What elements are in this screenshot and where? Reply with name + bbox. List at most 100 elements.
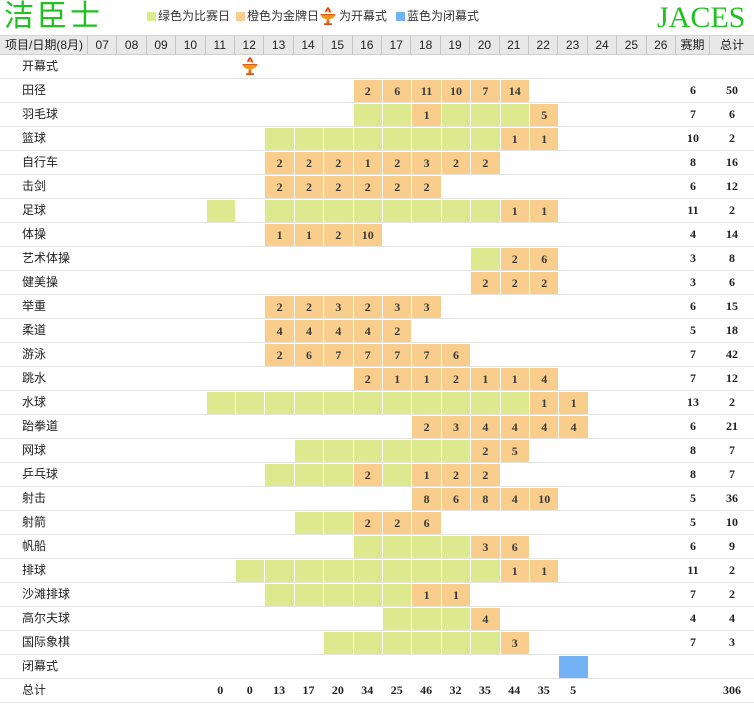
competition-day-cell <box>441 104 471 126</box>
gold-medal-day-cell: 2 <box>353 80 382 102</box>
brand-name-english: JACES <box>657 1 746 34</box>
event-label: 高尔夫球 <box>22 611 71 625</box>
competition-day-cell <box>471 128 500 150</box>
competition-day-cell <box>265 560 294 582</box>
competition-day-cell <box>353 584 382 606</box>
competition-day-cell <box>324 464 353 486</box>
header-day-24: 24 <box>588 36 618 54</box>
duration-value: 13 <box>687 395 699 409</box>
header-day-20: 20 <box>470 36 500 54</box>
competition-day-cell <box>353 560 382 582</box>
header-day-08: 08 <box>117 36 147 54</box>
gold-medal-day-cell: 4 <box>530 368 559 390</box>
gold-medal-day-cell: 1 <box>500 560 529 582</box>
gold-medal-day-cell: 2 <box>383 320 412 342</box>
daily-gold-total: 35 <box>537 683 550 697</box>
event-row: 游泳 2 6 7 7 7 7 6 7 42 <box>0 343 754 367</box>
competition-day-cell <box>500 104 529 126</box>
gold-medal-day-cell: 4 <box>353 320 382 342</box>
competition-day-cell <box>265 584 294 606</box>
competition-day-cell <box>412 632 441 654</box>
gold-medal-day-cell: 2 <box>441 464 471 486</box>
gold-medal-day-cell: 2 <box>324 152 353 174</box>
daily-gold-total: 17 <box>302 683 315 697</box>
event-gold-total: 2 <box>729 587 735 601</box>
competition-day-cell <box>471 392 500 414</box>
legend-torch-icon <box>319 6 337 26</box>
event-gold-total: 6 <box>729 107 735 121</box>
gold-medal-day-cell: 2 <box>324 224 353 246</box>
duration-value: 11 <box>687 203 699 217</box>
legend-gold-label: 橙色为金牌日 <box>247 9 320 23</box>
gold-medal-day-cell: 3 <box>441 416 471 438</box>
competition-day-cell <box>353 104 382 126</box>
gold-medal-day-cell: 4 <box>530 416 559 438</box>
gold-medal-day-cell: 7 <box>471 80 500 102</box>
competition-day-cell <box>353 392 382 414</box>
brand-name-chinese: 洁臣士 <box>4 0 103 33</box>
duration-value: 6 <box>690 299 696 313</box>
gold-medal-day-cell: 2 <box>471 440 500 462</box>
competition-day-cell <box>441 392 471 414</box>
gold-medal-day-cell: 1 <box>530 392 559 414</box>
event-row: 柔道 4 4 4 4 2 5 18 <box>0 319 754 343</box>
event-gold-total: 9 <box>729 539 735 553</box>
gold-medal-day-cell: 2 <box>324 176 353 198</box>
competition-day-cell <box>265 392 294 414</box>
duration-value: 6 <box>690 539 696 553</box>
duration-value: 8 <box>690 467 696 481</box>
header-day-11: 11 <box>206 36 235 54</box>
duration-value: 4 <box>690 611 696 625</box>
competition-day-cell <box>324 512 353 534</box>
opening-ceremony-row: 开幕式 <box>0 55 754 79</box>
event-row: 帆船 3 6 6 9 <box>0 535 754 559</box>
gold-medal-day-cell: 1 <box>294 224 324 246</box>
competition-day-cell <box>383 464 412 486</box>
event-gold-total: 2 <box>729 203 735 217</box>
header-day-19: 19 <box>441 36 471 54</box>
event-label: 田径 <box>22 83 47 97</box>
header-day-18: 18 <box>411 36 441 54</box>
competition-day-cell <box>441 632 471 654</box>
competition-day-cell <box>383 608 412 630</box>
legend-gold-day: 橙色为金牌日 <box>236 6 319 26</box>
legend-blue-swatch <box>396 11 405 21</box>
gold-medal-day-cell: 4 <box>500 488 529 510</box>
competition-day-cell <box>441 608 471 630</box>
daily-gold-total: 44 <box>508 683 521 697</box>
competition-day-cell <box>324 560 353 582</box>
event-label: 跆拳道 <box>22 419 59 433</box>
gold-medal-day-cell: 2 <box>353 512 382 534</box>
event-gold-total: 7 <box>729 467 735 481</box>
event-row: 沙滩排球 1 1 7 2 <box>0 583 754 607</box>
competition-day-cell <box>353 536 382 558</box>
gold-medal-day-cell: 2 <box>383 152 412 174</box>
duration-value: 6 <box>690 179 696 193</box>
gold-medal-day-cell: 14 <box>500 80 529 102</box>
gold-medal-day-cell: 3 <box>324 296 353 318</box>
event-label: 开幕式 <box>22 59 59 73</box>
gold-medal-day-cell: 5 <box>500 440 529 462</box>
event-gold-total: 8 <box>729 251 735 265</box>
table-header-row: 项目/日期(8月) 赛期 总计 07 08 09 10 11 12 13 14 15 16 17 18… <box>0 35 754 55</box>
daily-gold-total: 35 <box>478 683 491 697</box>
legend-green-swatch <box>147 11 156 21</box>
header-day-26: 26 <box>647 36 676 54</box>
totals-label: 总计 <box>22 683 47 697</box>
competition-day-cell <box>441 128 471 150</box>
gold-medal-day-cell: 2 <box>530 272 559 294</box>
gold-medal-day-cell: 4 <box>471 416 500 438</box>
competition-day-cell <box>471 200 500 222</box>
competition-day-cell <box>294 392 324 414</box>
event-row: 乒乓球 2 1 2 2 8 7 <box>0 463 754 487</box>
duration-value: 7 <box>690 371 696 385</box>
event-gold-total: 7 <box>729 443 735 457</box>
event-gold-total: 10 <box>726 515 738 529</box>
competition-day-cell <box>383 560 412 582</box>
gold-medal-day-cell: 1 <box>500 368 529 390</box>
competition-day-cell <box>236 560 265 582</box>
event-row: 艺术体操 2 6 3 8 <box>0 247 754 271</box>
competition-day-cell <box>324 632 353 654</box>
gold-medal-day-cell: 4 <box>294 320 324 342</box>
header-day-25: 25 <box>617 36 647 54</box>
